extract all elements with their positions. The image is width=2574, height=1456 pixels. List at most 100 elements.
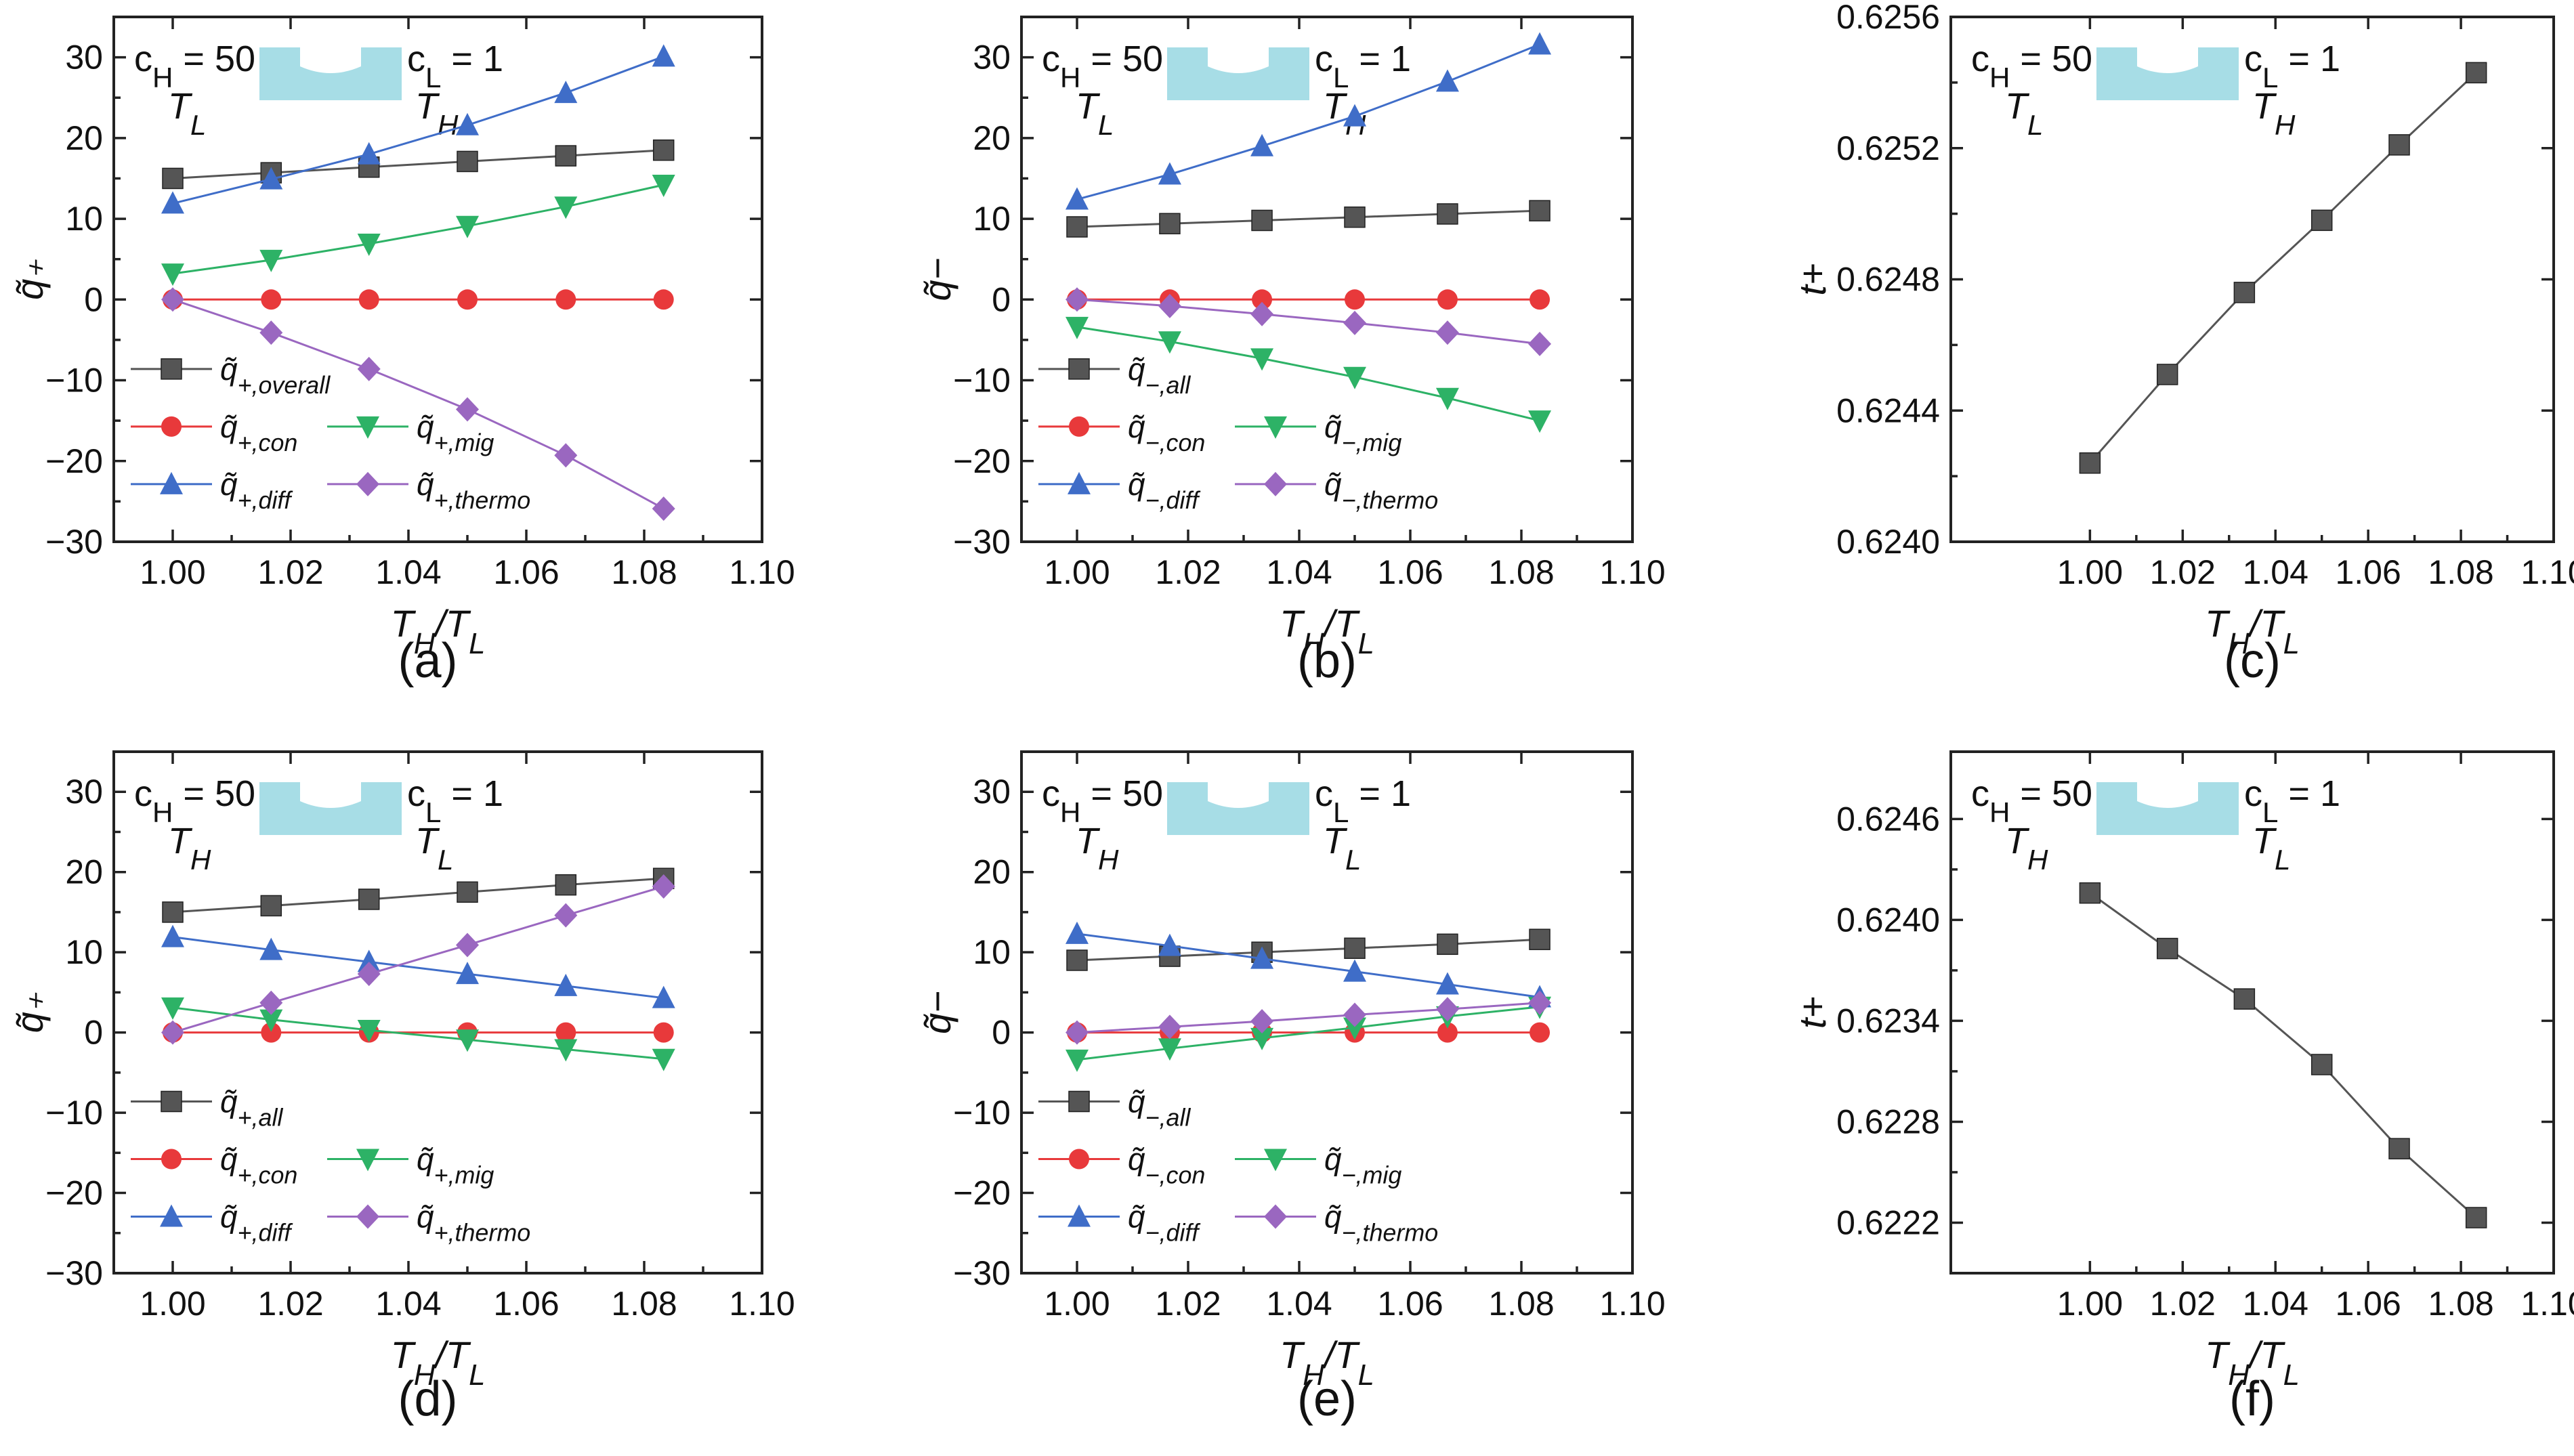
data-point-diff — [1066, 921, 1089, 944]
series-line-single — [2089, 892, 2477, 1219]
y-tick-label: 0.6240 — [1836, 523, 1940, 561]
inset-c-low: cL = 1 — [407, 773, 503, 828]
y-tick-label: 20 — [65, 119, 103, 157]
series-line-thermo — [1076, 298, 1540, 345]
data-point-single — [2079, 882, 2101, 904]
data-point-overall — [457, 150, 478, 173]
x-tick-label: 1.00 — [2057, 1285, 2123, 1323]
data-point-thermo — [1343, 1002, 1366, 1027]
data-point-overall — [1066, 949, 1088, 971]
y-tick-label: −20 — [45, 442, 103, 480]
data-point-single — [2079, 452, 2101, 474]
data-point-overall — [457, 881, 478, 903]
x-tick-label: 1.04 — [375, 553, 441, 591]
data-point-mig — [1158, 1038, 1181, 1061]
legend-label-thermo: q̃−,thermo — [1324, 467, 1438, 514]
y-tick-label: −10 — [953, 1094, 1011, 1132]
data-point-thermo — [259, 990, 283, 1015]
data-point-single — [2465, 1207, 2487, 1228]
data-point-overall — [1159, 213, 1181, 234]
data-point-thermo — [1343, 310, 1366, 335]
data-point-mig — [357, 234, 381, 257]
inset-t-left: TL — [1076, 86, 1114, 141]
data-point-diff — [1250, 946, 1274, 969]
data-point-mig — [1435, 387, 1459, 410]
legend-label-thermo: q̃+,thermo — [417, 467, 530, 514]
legend-marker-con — [161, 1149, 182, 1170]
y-tick-label: 30 — [65, 773, 103, 811]
x-tick-label: 1.04 — [1266, 553, 1332, 591]
y-tick-label: 0.6248 — [1836, 261, 1940, 299]
x-axis-title: TH/TL — [391, 1333, 486, 1392]
y-tick-label: −30 — [45, 1254, 103, 1292]
legend-label-overall: q̃−,all — [1128, 351, 1191, 399]
data-point-diff — [1158, 933, 1181, 956]
series-line-diff — [172, 56, 664, 205]
y-tick-label: −10 — [45, 362, 103, 400]
x-tick-label: 1.00 — [1044, 553, 1110, 591]
inset-t-left: TL — [168, 86, 206, 141]
data-point-overall — [1066, 216, 1088, 238]
series-line-overall — [172, 877, 664, 914]
y-tick-label: 30 — [65, 39, 103, 77]
legend-label-mig: q̃+,mig — [417, 409, 494, 456]
data-point-overall — [652, 139, 675, 161]
data-point-con — [1252, 289, 1273, 310]
data-point-single — [2388, 134, 2410, 156]
y-tick-label: 0.6244 — [1836, 391, 1940, 429]
legend-marker-diff — [1068, 471, 1091, 494]
inset-t-right: TH — [415, 86, 459, 141]
data-point-thermo — [1435, 997, 1459, 1022]
data-point-mig — [456, 215, 479, 238]
data-point-diff — [652, 44, 675, 67]
x-tick-label: 1.02 — [257, 1285, 323, 1323]
panel-f: 1.00 1.02 1.04 1.06 1.08 1.10 0.6222 0.6228 0.62… — [1791, 750, 2574, 1426]
legend-label-overall: q̃−,all — [1128, 1084, 1191, 1131]
legend-label-diff: q̃+,diff — [220, 467, 293, 514]
series-line-diff — [1076, 43, 1540, 200]
y-tick-label: −20 — [45, 1174, 103, 1212]
legend-label-diff: q̃−,diff — [1128, 467, 1201, 514]
x-tick-label: 1.08 — [1488, 1285, 1554, 1323]
data-point-diff — [1343, 959, 1366, 982]
data-point-overall — [555, 874, 577, 896]
panel-label: (e) — [1297, 1372, 1357, 1426]
data-point-con — [457, 289, 478, 310]
legend-marker-thermo — [1264, 1204, 1287, 1229]
series-line-mig — [1076, 1006, 1540, 1061]
membrane-channel-schematic — [2096, 782, 2239, 835]
x-tick-label: 1.00 — [140, 553, 205, 591]
data-point-mig — [161, 997, 184, 1020]
panel-label: (c) — [2224, 634, 2281, 688]
x-tick-label: 1.00 — [140, 1285, 205, 1323]
data-point-thermo — [1158, 293, 1181, 318]
y-axis-title: q̃₊ — [8, 259, 51, 300]
x-tick-label: 1.10 — [2520, 553, 2574, 591]
x-tick-label: 1.06 — [2335, 553, 2401, 591]
x-tick-label: 1.02 — [2150, 553, 2216, 591]
x-tick-label: 1.04 — [1266, 1285, 1332, 1323]
data-point-thermo — [357, 962, 381, 987]
x-tick-label: 1.06 — [1377, 553, 1443, 591]
inset-c-low: cL = 1 — [1315, 773, 1411, 828]
data-point-thermo — [456, 933, 479, 958]
data-point-overall — [1344, 937, 1366, 959]
inset-t-right: TL — [415, 821, 453, 876]
y-tick-label: 0.6234 — [1836, 1002, 1940, 1040]
data-point-diff — [456, 962, 479, 985]
data-point-con — [1437, 1022, 1458, 1043]
data-point-thermo — [1250, 301, 1274, 326]
membrane-channel-schematic — [259, 47, 402, 100]
data-point-thermo — [1528, 990, 1552, 1015]
y-tick-label: 20 — [973, 119, 1011, 157]
y-tick-label: 0 — [84, 1014, 103, 1052]
data-point-thermo — [1435, 320, 1459, 345]
inset-c-high: cH = 50 — [1971, 39, 2092, 93]
x-tick-label: 1.06 — [493, 553, 559, 591]
y-tick-label: −10 — [953, 362, 1011, 400]
legend-label-mig: q̃−,mig — [1324, 409, 1401, 456]
data-point-thermo — [1066, 1020, 1089, 1045]
legend-label-con: q̃+,con — [220, 409, 297, 456]
data-point-mig — [1528, 410, 1552, 433]
x-tick-label: 1.02 — [1155, 553, 1221, 591]
